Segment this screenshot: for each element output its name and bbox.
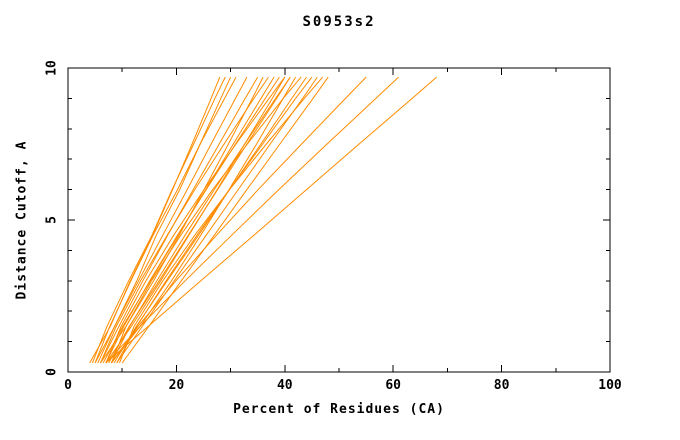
x-tick-label: 40 — [276, 378, 293, 393]
data-curve — [116, 76, 313, 364]
data-curve — [111, 76, 297, 364]
y-tick-label: 10 — [44, 60, 60, 76]
x-tick-label: 60 — [385, 378, 402, 393]
x-axis-label: Percent of Residues (CA) — [233, 402, 445, 417]
data-curve — [105, 76, 280, 364]
y-tick-label: 0 — [44, 368, 60, 376]
data-curve — [102, 76, 275, 364]
data-curve — [97, 76, 248, 364]
data-curve — [105, 76, 437, 364]
data-curve — [110, 76, 291, 364]
x-tick-label: 20 — [168, 378, 185, 393]
x-tick-label: 100 — [598, 378, 622, 393]
data-curve — [105, 76, 286, 364]
data-curve — [121, 76, 329, 364]
data-curve — [110, 76, 302, 364]
data-curve — [105, 76, 399, 364]
y-tick-label: 5 — [44, 216, 60, 224]
x-tick-label: 80 — [493, 378, 510, 393]
data-curve — [94, 76, 237, 364]
x-tick-label: 0 — [64, 378, 72, 393]
data-curve — [100, 76, 269, 364]
data-curve — [91, 76, 226, 364]
chart-title: S0953s2 — [302, 14, 376, 30]
data-curve — [119, 76, 324, 364]
data-curve — [89, 76, 221, 364]
data-curve — [110, 76, 367, 364]
